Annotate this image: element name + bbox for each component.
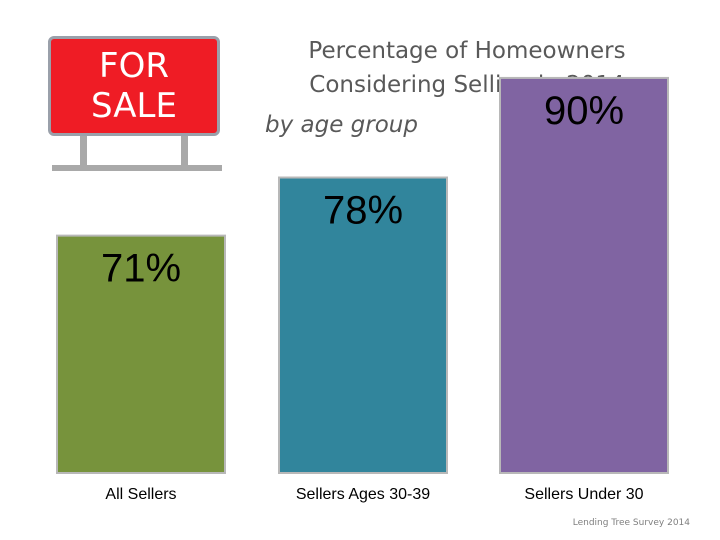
category-label-1: Sellers Ages 30-39 [296, 486, 430, 503]
bar-value-label-2: 90% [544, 89, 624, 133]
sign-post-base [52, 165, 222, 171]
bar-value-label-0: 71% [101, 247, 181, 291]
chart-subtitle: by age group [265, 112, 418, 138]
bar-2 [499, 76, 669, 474]
chart-title: Percentage of Homeowners Considering Sel… [308, 38, 626, 98]
sign-line-2: SALE [91, 86, 177, 126]
category-label-0: All Sellers [105, 486, 176, 503]
bar-0 [56, 234, 226, 474]
sign-post-left [80, 136, 87, 168]
category-label-2: Sellers Under 30 [524, 486, 643, 503]
for-sale-sign: FOR SALE [48, 36, 220, 136]
sign-line-1: FOR [99, 46, 169, 86]
source-note: Lending Tree Survey 2014 [572, 518, 690, 528]
sign-post-right [181, 136, 188, 168]
bar-1 [278, 176, 448, 475]
bar-value-label-1: 78% [323, 189, 403, 233]
